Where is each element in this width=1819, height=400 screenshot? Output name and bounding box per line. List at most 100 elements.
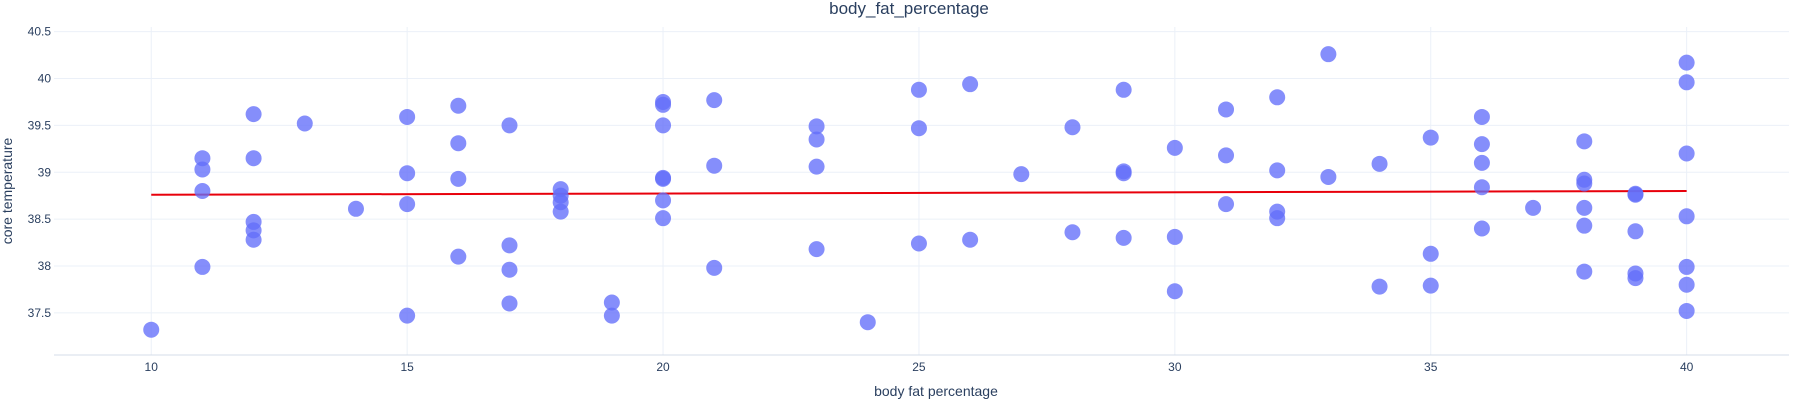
data-point[interactable] [1166,139,1183,156]
data-point[interactable] [1678,54,1695,71]
data-point[interactable] [655,210,672,227]
data-point[interactable] [1371,155,1388,172]
data-point[interactable] [808,118,825,135]
data-point[interactable] [1064,224,1081,241]
data-point[interactable] [1473,154,1490,171]
data-point[interactable] [1576,175,1593,192]
data-point[interactable] [1576,199,1593,216]
data-point[interactable] [655,170,672,187]
data-point[interactable] [1269,210,1286,227]
data-point[interactable] [910,120,927,137]
data-point[interactable] [450,97,467,114]
data-point[interactable] [347,200,364,217]
data-point[interactable] [910,81,927,98]
data-point[interactable] [245,231,262,248]
data-point[interactable] [501,295,518,312]
data-point[interactable] [1473,179,1490,196]
y-tick-label: 38.5 [28,212,52,226]
y-axis-label: core temperature [0,137,15,244]
data-point[interactable] [655,192,672,209]
data-point[interactable] [552,203,569,220]
y-tick-label: 38 [38,259,52,273]
data-point[interactable] [1115,229,1132,246]
data-point[interactable] [1422,277,1439,294]
data-point[interactable] [962,76,979,93]
data-point[interactable] [962,231,979,248]
data-point[interactable] [1678,208,1695,225]
data-point[interactable] [808,158,825,175]
data-point[interactable] [1576,217,1593,234]
data-point[interactable] [1422,245,1439,262]
grid [54,27,1789,356]
data-point[interactable] [1371,278,1388,295]
y-tick-label: 39.5 [28,118,52,132]
data-point[interactable] [399,108,416,125]
axes: 10 15 20 25 30 35 40 37.5 38 38.5 39 39.5 40 40.5 [28,25,1694,374]
data-point[interactable] [1473,108,1490,125]
data-point[interactable] [655,117,672,134]
data-point[interactable] [501,261,518,278]
data-point[interactable] [706,259,723,276]
data-point[interactable] [1627,270,1644,287]
data-point[interactable] [143,321,160,338]
data-point[interactable] [706,157,723,174]
data-point[interactable] [1166,228,1183,245]
data-point[interactable] [399,165,416,182]
data-point[interactable] [1473,136,1490,153]
data-point[interactable] [859,314,876,331]
data-point[interactable] [603,307,620,324]
data-point[interactable] [245,150,262,167]
y-tick-label: 40.5 [28,25,52,39]
data-point[interactable] [1473,220,1490,237]
x-tick-label: 10 [145,360,159,374]
data-point[interactable] [1678,145,1695,162]
data-point[interactable] [655,96,672,113]
data-points [143,46,1695,338]
data-point[interactable] [194,183,211,199]
data-point[interactable] [1678,258,1695,275]
data-point[interactable] [1115,81,1132,98]
data-point[interactable] [194,161,211,178]
data-point[interactable] [450,135,467,152]
data-point[interactable] [1678,74,1695,91]
data-point[interactable] [808,131,825,148]
data-point[interactable] [1218,196,1235,213]
data-point[interactable] [450,170,467,187]
data-point[interactable] [1422,129,1439,146]
data-point[interactable] [808,241,825,258]
data-point[interactable] [399,196,416,213]
trendline-layer [151,190,1687,196]
data-point[interactable] [1627,186,1644,203]
data-point[interactable] [1576,263,1593,280]
x-tick-label: 30 [1168,360,1182,374]
data-point[interactable] [296,115,313,132]
data-point[interactable] [1218,101,1235,118]
data-point[interactable] [706,92,723,109]
data-point[interactable] [501,117,518,134]
chart-title: body_fat_percentage [829,0,989,18]
data-point[interactable] [245,106,262,123]
data-point[interactable] [1320,46,1337,63]
data-point[interactable] [1678,302,1695,319]
data-point[interactable] [501,237,518,254]
data-point[interactable] [399,307,416,324]
data-point[interactable] [1218,147,1235,164]
data-point[interactable] [1320,168,1337,185]
data-point[interactable] [450,248,467,265]
data-point[interactable] [1678,276,1695,293]
data-point[interactable] [1166,283,1183,300]
data-point[interactable] [1269,89,1286,106]
data-point[interactable] [1627,223,1644,240]
data-point[interactable] [1115,165,1132,182]
data-point[interactable] [1576,133,1593,150]
data-point[interactable] [1525,199,1542,216]
data-point[interactable] [910,235,927,252]
data-point[interactable] [1269,162,1286,179]
data-point[interactable] [194,258,211,275]
data-point[interactable] [1013,166,1030,183]
data-point[interactable] [603,294,620,311]
data-point[interactable] [194,150,211,167]
trendline [151,190,1687,196]
data-point[interactable] [1064,119,1081,136]
